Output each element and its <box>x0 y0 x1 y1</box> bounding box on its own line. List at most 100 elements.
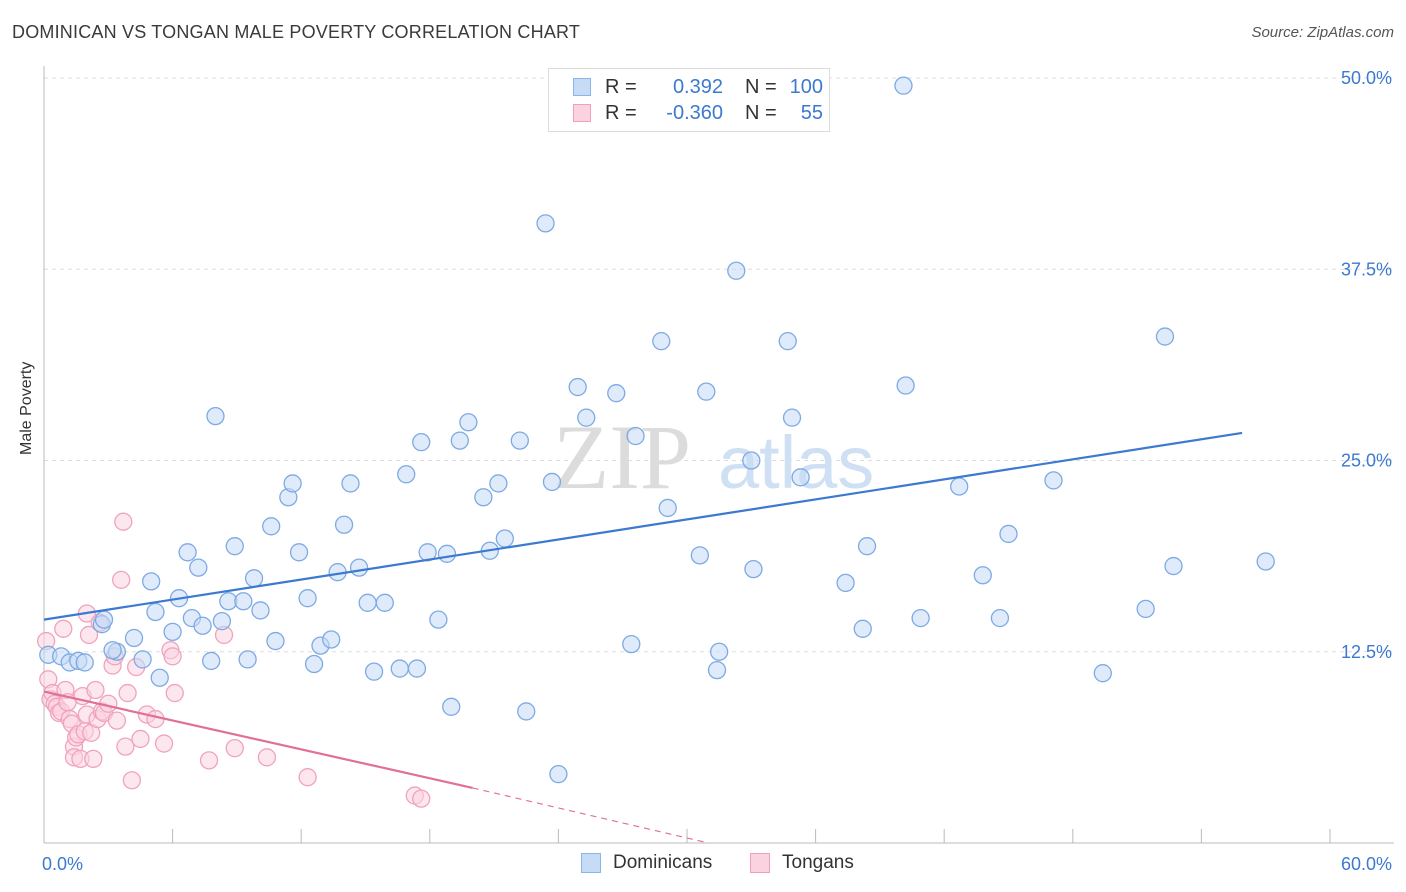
data-point-dominicans <box>334 515 354 534</box>
data-point-dominicans <box>1256 552 1275 571</box>
series-tongans-points <box>36 512 431 808</box>
data-point-dominicans <box>244 569 264 588</box>
data-point-dominicans <box>710 642 729 661</box>
data-point-dominicans <box>459 413 478 432</box>
data-point-tongans <box>199 751 219 770</box>
tick-labels: 12.5% 25.0% 37.5% 50.0% 0.0% 60.0% <box>42 68 1392 874</box>
data-point-dominicans <box>1136 599 1155 619</box>
legend-label-dominicans: Dominicans <box>613 852 713 873</box>
data-point-dominicans <box>304 654 324 674</box>
data-point-dominicans <box>577 408 596 427</box>
data-point-dominicans <box>193 616 212 635</box>
data-point-dominicans <box>510 431 529 450</box>
data-point-dominicans <box>744 559 763 579</box>
data-point-dominicans <box>652 332 671 351</box>
data-point-tongans <box>116 737 135 756</box>
data-point-dominicans <box>349 558 369 577</box>
data-point-tongans <box>154 734 174 753</box>
data-point-dominicans <box>341 474 360 493</box>
data-point-dominicans <box>853 619 872 638</box>
data-point-dominicans <box>791 468 810 487</box>
data-point-dominicans <box>517 702 536 721</box>
trend-line-dominicans <box>43 431 1243 621</box>
data-point-tongans <box>165 683 184 703</box>
data-point-dominicans <box>364 662 384 681</box>
data-point-dominicans <box>163 622 182 642</box>
data-point-dominicans <box>857 537 877 556</box>
data-point-dominicans <box>626 426 645 446</box>
data-point-tongans <box>163 647 182 666</box>
data-point-dominicans <box>999 524 1018 544</box>
chart-title: DOMINICAN VS TONGAN MALE POVERTY CORRELA… <box>12 22 581 42</box>
data-point-tongans <box>54 619 73 638</box>
data-point-tongans <box>107 711 127 730</box>
legend-swatch-tongans <box>750 853 770 873</box>
data-point-dominicans <box>542 472 562 492</box>
data-point-tongans <box>114 512 133 531</box>
y-tick-label: 37.5% <box>1341 259 1392 279</box>
trend-lines <box>43 431 1243 844</box>
data-point-dominicans <box>397 465 416 484</box>
legend-item-dominicans[interactable]: Dominicans <box>581 852 712 874</box>
data-point-dominicans <box>358 593 377 612</box>
data-point-tongans <box>298 768 317 787</box>
data-point-dominicans <box>133 650 152 669</box>
data-point-tongans <box>257 748 277 767</box>
data-point-dominicans <box>212 612 232 631</box>
legend-n-value: 100 <box>789 75 823 98</box>
data-point-tongans <box>131 729 150 749</box>
data-point-dominicans <box>390 659 409 678</box>
legend-label-tongans: Tongans <box>782 852 854 873</box>
y-axis-label: Male Poverty <box>18 361 35 455</box>
data-point-dominicans <box>206 406 225 426</box>
data-point-dominicans <box>442 697 461 716</box>
data-point-dominicans <box>495 529 514 548</box>
data-point-dominicans <box>437 544 457 563</box>
data-point-dominicans <box>697 382 716 401</box>
legend-n-label: N = <box>745 75 777 98</box>
data-point-dominicans <box>407 659 427 678</box>
legend-n-value: 55 <box>800 101 823 124</box>
legend-n-label: N = <box>745 101 777 124</box>
data-point-dominicans <box>836 573 855 593</box>
data-point-dominicans <box>1164 556 1183 576</box>
data-point-dominicans <box>536 214 555 233</box>
y-tick-label: 25.0% <box>1341 451 1392 471</box>
data-point-tongans <box>122 771 142 790</box>
data-point-dominicans <box>150 668 169 687</box>
watermark-zip: ZIP <box>553 406 691 508</box>
data-point-tongans <box>86 680 105 700</box>
data-point-dominicans <box>973 566 992 585</box>
data-point-dominicans <box>622 634 641 654</box>
legend-swatch-dominicans <box>581 853 601 873</box>
data-point-tongans <box>146 709 165 729</box>
data-point-dominicans <box>375 593 394 612</box>
data-point-dominicans <box>549 765 568 784</box>
data-point-dominicans <box>568 377 587 397</box>
data-point-tongans <box>412 789 431 808</box>
data-point-dominicans <box>266 631 285 651</box>
data-point-dominicans <box>283 474 302 493</box>
data-point-dominicans <box>225 537 244 556</box>
data-point-dominicans <box>690 546 710 565</box>
watermark: ZIP atlas <box>553 406 874 508</box>
legend-r-label: R = <box>605 75 637 98</box>
legend-row-tongans: R = -0.360 N = 55 <box>573 101 823 125</box>
trend-line-tongans <box>43 690 473 789</box>
grid-lines <box>44 77 1394 653</box>
data-point-dominicans <box>103 641 122 660</box>
data-point-dominicans <box>146 602 165 622</box>
legend-r-label: R = <box>605 101 637 124</box>
data-point-dominicans <box>412 432 431 452</box>
data-point-dominicans <box>178 543 197 562</box>
legend-item-tongans[interactable]: Tongans <box>750 852 854 874</box>
data-point-dominicans <box>189 558 208 577</box>
legend-row-dominicans: R = 0.392 N = 100 <box>573 75 823 99</box>
data-point-dominicans <box>727 261 746 280</box>
y-tick-label: 12.5% <box>1341 642 1392 662</box>
data-point-dominicans <box>251 601 270 620</box>
data-point-dominicans <box>202 651 221 671</box>
data-point-dominicans <box>142 572 161 591</box>
data-point-dominicans <box>450 431 469 450</box>
data-point-dominicans <box>234 592 253 611</box>
